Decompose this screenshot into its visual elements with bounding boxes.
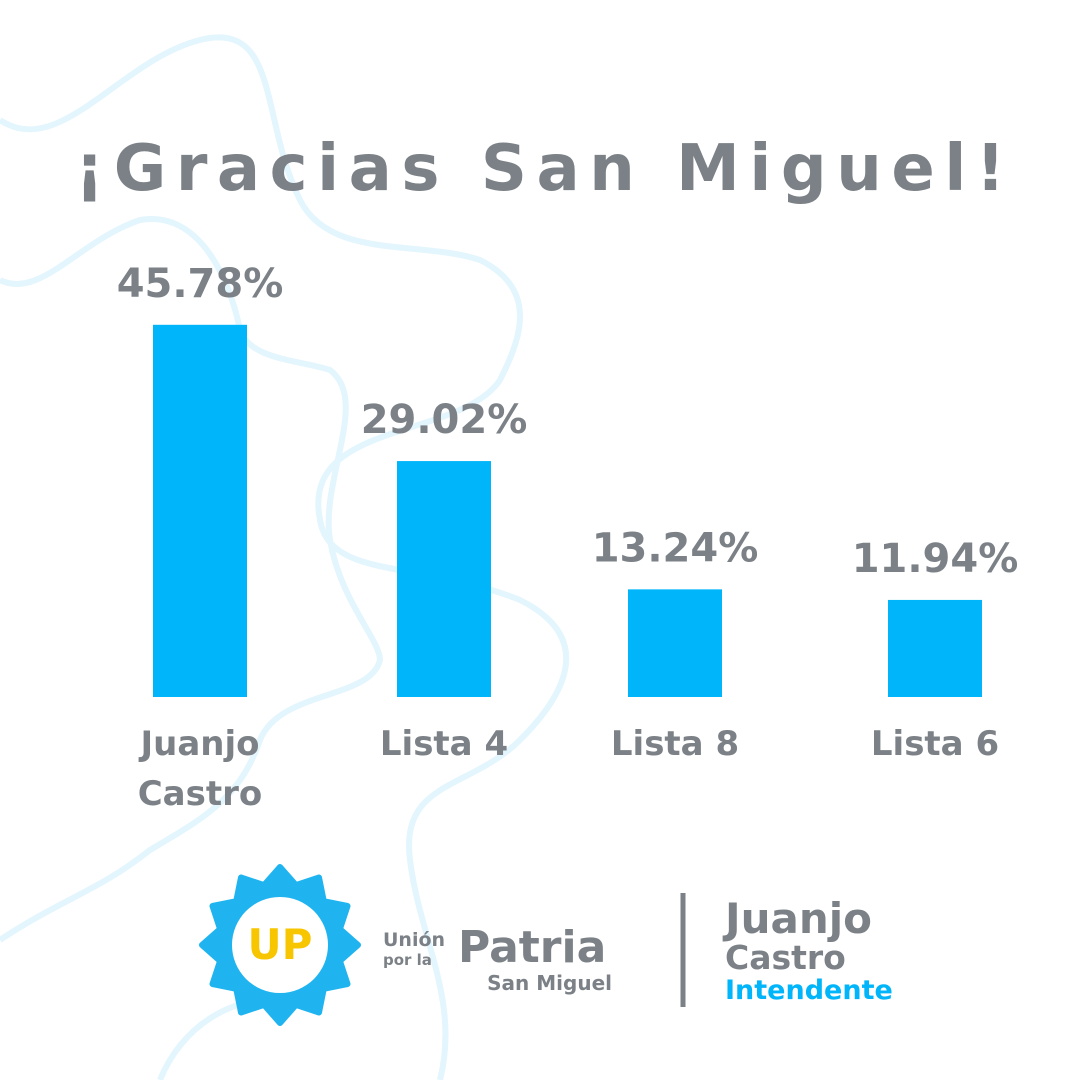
category-label: Juanjo Castro xyxy=(137,724,263,814)
party-place: San Miguel xyxy=(487,971,612,995)
bar xyxy=(888,599,982,697)
party-line2: por la xyxy=(383,951,432,969)
bar xyxy=(628,589,722,697)
logo-inner xyxy=(232,897,328,993)
bar xyxy=(153,324,247,697)
party-name: Patria xyxy=(458,922,606,973)
value-label: 13.24% xyxy=(592,525,759,571)
chart-title: ¡Gracias San Miguel! xyxy=(75,132,1005,206)
category-label: Lista 6 xyxy=(870,724,1000,764)
bar xyxy=(397,461,491,697)
value-label: 29.02% xyxy=(361,397,528,443)
value-label: 45.78% xyxy=(117,261,284,307)
candidate-first: Juanjo xyxy=(722,894,872,943)
candidate-last: Castro xyxy=(725,938,846,977)
category-label: Lista 4 xyxy=(379,724,509,764)
value-label: 11.94% xyxy=(852,536,1019,582)
party-logo: UP xyxy=(199,864,361,1026)
candidate-role: Intendente xyxy=(725,975,893,1006)
party-line1: Unión xyxy=(383,929,445,951)
category-label: Lista 8 xyxy=(610,724,740,764)
logo-badge: UP xyxy=(248,920,313,969)
